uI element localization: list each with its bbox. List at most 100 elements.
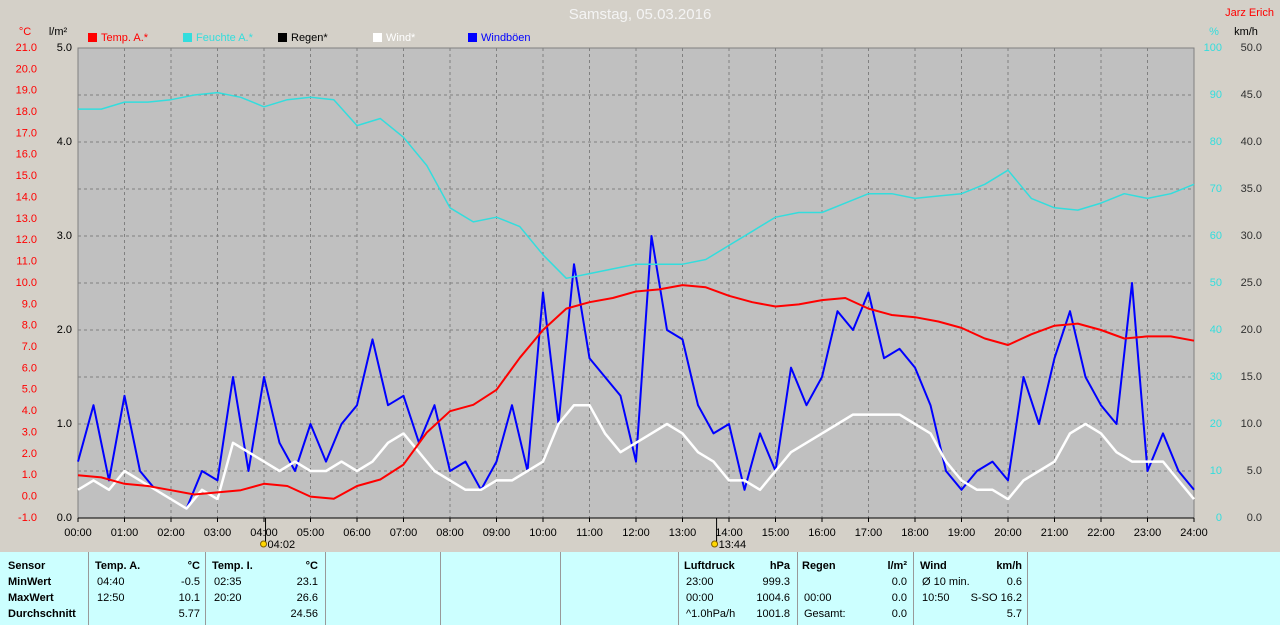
cell-time: 02:35 [214,576,242,588]
y-tick-label: 11.0 [16,256,37,268]
series-line [77,235,1195,510]
x-tick-label: 14:00 [715,527,743,539]
column-unit: l/m² [887,560,907,572]
axis-unit: km/h [1234,26,1258,38]
y2-tick-label: 20.0 [1241,324,1262,336]
x-tick-label: 04:00 [250,527,278,539]
x-tick-label: 06:00 [343,527,371,539]
chart-title: Samstag, 05.03.2016 [569,6,712,23]
legend-swatch [278,33,287,42]
y-tick-label: 14.0 [16,191,37,203]
x-tick-label: 17:00 [855,527,883,539]
cell-value: 24.56 [290,608,318,620]
x-tick-label: 23:00 [1134,527,1162,539]
x-tick-label: 15:00 [762,527,790,539]
column-divider [1027,552,1028,625]
cell-time: ^1.0hPa/h [686,608,736,620]
x-tick-label: 09:00 [483,527,511,539]
y3-tick-label: 5.0 [57,42,72,54]
y2-tick-label: 5.0 [1247,465,1262,477]
cell-value: 0.0 [891,592,907,604]
cell-value: 0.0 [891,576,907,588]
cell-value: 0.0 [891,608,907,620]
column-divider [205,552,206,625]
x-tick-label: 03:00 [204,527,232,539]
column-unit: °C [305,560,318,572]
y-tick-label: 0.0 [22,491,37,503]
y-tick-label: 12.0 [16,234,37,246]
legend-label: Wind* [386,32,416,44]
y-tick-label: 6.0 [22,362,37,374]
y3-tick-label: 0.0 [57,512,72,524]
x-tick-label: 18:00 [901,527,929,539]
column-unit: °C [187,560,200,572]
y4-tick-label: 60 [1210,230,1222,242]
x-tick-label: 16:00 [808,527,836,539]
x-tick-label: 08:00 [436,527,464,539]
y-tick-label: 13.0 [16,213,37,225]
column-divider [440,552,441,625]
stats-panel: Sensor MinWert MaxWert Durchschnitt Temp. A.… [0,552,1280,625]
cell-time: 00:00 [804,592,832,604]
legend-swatch [88,33,97,42]
axis-unit: °C [19,26,31,38]
column-divider [913,552,914,625]
legend-label: Windböen [481,32,531,44]
y4-tick-label: 90 [1210,89,1222,101]
y3-tick-label: 1.0 [57,418,72,430]
x-tick-label: 02:00 [157,527,185,539]
axis-unit: % [1209,26,1219,38]
y-tick-label: 10.0 [16,277,37,289]
y-tick-label: 5.0 [22,384,37,396]
series-line [78,91,1195,280]
cell-value: 26.6 [296,592,318,604]
cell-time: 00:00 [686,592,714,604]
legend-label: Regen* [291,32,328,44]
column-divider [560,552,561,625]
column-title: Regen [802,560,836,572]
sun-icon [260,540,268,548]
y-tick-label: 17.0 [16,127,37,139]
y2-tick-label: 40.0 [1241,136,1262,148]
y4-tick-label: 10 [1210,465,1222,477]
legend-swatch [468,33,477,42]
x-tick-label: 19:00 [948,527,976,539]
annotation-label: 04:02 [268,539,296,551]
y3-tick-label: 2.0 [57,324,72,336]
x-tick-label: 11:00 [576,527,603,539]
column-title: Luftdruck [684,560,735,572]
y-tick-label: 2.0 [22,448,37,460]
y2-tick-label: 10.0 [1241,418,1262,430]
cell-value: 5.7 [1006,608,1022,620]
axis-unit: l/m² [49,26,68,38]
column-divider [797,552,798,625]
cell-value: 1004.6 [756,592,790,604]
y2-tick-label: 30.0 [1241,230,1262,242]
y4-tick-label: 80 [1210,136,1222,148]
y4-tick-label: 30 [1210,371,1222,383]
y-tick-label: 18.0 [16,106,37,118]
y4-tick-label: 50 [1210,277,1222,289]
column-divider [88,552,89,625]
legend-label: Feuchte A.* [196,32,254,44]
y-tick-label: 21.0 [16,42,37,54]
x-tick-label: 01:00 [111,527,139,539]
cell-time: Gesamt: [804,608,846,620]
x-tick-label: 21:00 [1041,527,1069,539]
y-tick-label: 9.0 [22,298,37,310]
cell-value: 999.3 [762,576,790,588]
column-title: Temp. A. [95,560,141,572]
chart: Samstag, 05.03.2016 Jarz Erich °C l/m² %… [16,6,1274,551]
y4-tick-label: 70 [1210,183,1222,195]
row-label: Sensor [8,560,46,572]
cell-time: Ø 10 min. [922,576,970,588]
legend-label: Temp. A.* [101,32,149,44]
y2-tick-label: 25.0 [1241,277,1262,289]
legend-swatch [183,33,192,42]
cell-value: 23.1 [296,576,318,588]
row-label: MinWert [8,576,52,588]
row-label: MaxWert [8,592,54,604]
y4-tick-label: 40 [1210,324,1222,336]
cell-time: 20:20 [214,592,242,604]
column-divider [678,552,679,625]
